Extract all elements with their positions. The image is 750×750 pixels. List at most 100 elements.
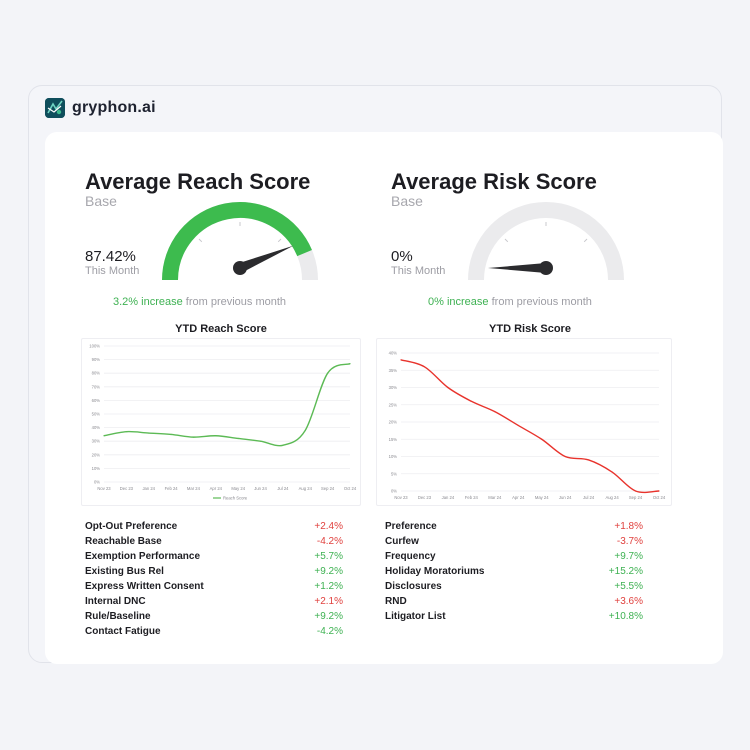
risk-chart-data-point [634,490,637,492]
risk-chart-data-point [588,459,590,461]
reach-metric-label: Internal DNC [85,596,146,607]
reach-metric-value: +5.7% [314,551,343,562]
risk-metric-value: +5.5% [614,581,643,592]
reach-chart-x-tick-label: Sep 24 [321,486,335,491]
reach-chart-x-tick-label: Jun 24 [254,486,267,491]
risk-metric-row: Preference +1.8% [385,519,643,534]
risk-chart-y-tick-label: 15% [389,437,398,442]
risk-metric-row: Litigator List +10.8% [385,609,643,624]
reach-metric-label: Express Written Consent [85,581,204,592]
brand-name: gryphon.ai [72,99,156,116]
risk-change-highlight: 0% increase [428,296,489,308]
reach-chart-y-tick-label: 90% [92,357,101,362]
reach-chart-data-point [148,432,150,434]
risk-chart-data-point [400,359,402,361]
risk-chart-x-tick-label: Nov 23 [394,495,408,500]
reach-chart-y-tick-label: 70% [92,384,101,389]
risk-chart-x-tick-label: Jun 24 [559,495,572,500]
risk-metric-row: Disclosures +5.5% [385,579,643,594]
reach-metric-value: +9.2% [314,611,343,622]
reach-chart-y-tick-label: 30% [92,439,101,444]
risk-chart-y-tick-label: 25% [389,402,398,407]
risk-period: This Month [391,265,446,277]
reach-chart-data-point [259,440,262,442]
risk-chart-data-point [494,411,496,413]
risk-metric-value: +1.8% [614,521,643,532]
reach-chart-x-tick-label: Aug 24 [299,486,313,491]
reach-chart-y-tick-label: 100% [89,344,100,349]
reach-chart-svg: 0% 10% 20% 30% 40% 50% 60% 70% 80% 90% 100% Nov 23 D… [89,344,357,501]
reach-chart-x-tick-label: May 24 [231,486,245,491]
reach-chart-y-tick-label: 40% [92,425,101,430]
reach-metric-label: Rule/Baseline [85,611,151,622]
risk-chart-x-tick-label: Jul 24 [583,495,595,500]
reach-metric-row: Contact Fatigue -4.2% [85,624,343,639]
reach-subtitle: Base [85,193,117,209]
reach-title: Average Reach Score [85,169,311,194]
reach-metric-row: Existing Bus Rel +9.2% [85,564,343,579]
reach-period: This Month [85,265,140,277]
dashboard-card: Average Reach Score Base 87.42% This Mon… [45,132,723,664]
reach-metric-value: -4.2% [316,626,343,637]
reach-change-highlight: 3.2% increase [113,296,183,308]
risk-metric-row: Curfew -3.7% [385,534,643,549]
risk-chart-data-point [611,471,613,473]
reach-metric-label: Exemption Performance [85,551,201,562]
risk-metric-value: +3.6% [614,596,643,607]
risk-change-text: from previous month [488,296,592,308]
reach-chart-data-point [103,435,105,437]
reach-gauge [162,202,318,281]
risk-gauge-needle [488,263,546,273]
reach-chart-x-tick-label: Oct 24 [344,486,357,491]
risk-metric-value: +9.7% [614,551,643,562]
risk-chart-x-tick-label: Feb 24 [465,495,479,500]
risk-metric-value: +10.8% [608,611,643,622]
reach-metric-row: Opt-Out Preference +2.4% [85,519,343,534]
reach-chart-data-point [327,372,329,374]
reach-metric-value: -4.2% [316,536,343,547]
brand[interactable]: gryphon.ai [45,98,156,118]
risk-chart-y-tick-label: 30% [389,385,398,390]
risk-gauge [468,202,624,281]
risk-metric-row: RND +3.6% [385,594,643,609]
risk-gauge-hub [539,261,553,275]
risk-chart-data-point [470,400,472,402]
reach-chart-y-tick-label: 20% [92,452,101,457]
risk-metric-label: Curfew [385,536,419,547]
reach-metric-value: +1.2% [314,581,343,592]
reach-gauge-fill [162,202,312,281]
reach-chart-data-point [192,436,195,438]
reach-chart-legend-label: Reach Score [223,496,248,501]
reach-chart-data-point [304,429,306,431]
risk-metric-value: +15.2% [608,566,643,577]
risk-chart-y-tick-label: 0% [391,489,397,494]
reach-metric-label: Reachable Base [85,536,162,547]
risk-metric-label: Disclosures [385,581,442,592]
reach-chart-data-point [170,433,172,435]
reach-chart-y-tick-label: 60% [92,398,101,403]
reach-gauge-tick [198,238,203,243]
risk-chart-x-tick-label: Mar 24 [488,495,502,500]
reach-chart-y-tick-label: 50% [92,412,101,417]
risk-chart-data-point [658,490,660,492]
risk-metric-list: Preference +1.8% Curfew -3.7% Frequency +9.7%… [385,519,643,624]
reach-gauge-tick [277,238,282,243]
app-window: gryphon.ai Average Reach Score Base 87.4… [28,85,723,664]
risk-chart-data-point [447,386,449,389]
reach-metric-row: Express Written Consent +1.2% [85,579,343,594]
reach-chart-data-point [282,444,284,446]
reach-gauge-needle [238,245,294,273]
risk-chart-x-tick-label: Aug 24 [605,495,619,500]
reach-metric-list: Opt-Out Preference +2.4% Reachable Base -4.… [85,519,343,639]
risk-metric-label: Frequency [385,551,436,562]
risk-gauge-track [468,202,624,281]
risk-gauge-tick [504,238,509,243]
risk-metric-row: Holiday Moratoriums +15.2% [385,564,643,579]
reach-chart-x-tick-label: Dec 23 [120,486,134,491]
reach-value: 87.42% [85,248,136,265]
risk-metric-label: RND [385,596,407,607]
risk-chart-y-tick-label: 40% [389,351,398,356]
reach-chart-y-tick-label: 80% [92,371,101,376]
reach-chart-y-tick-label: 10% [92,466,101,471]
risk-chart-data-point [541,438,543,440]
